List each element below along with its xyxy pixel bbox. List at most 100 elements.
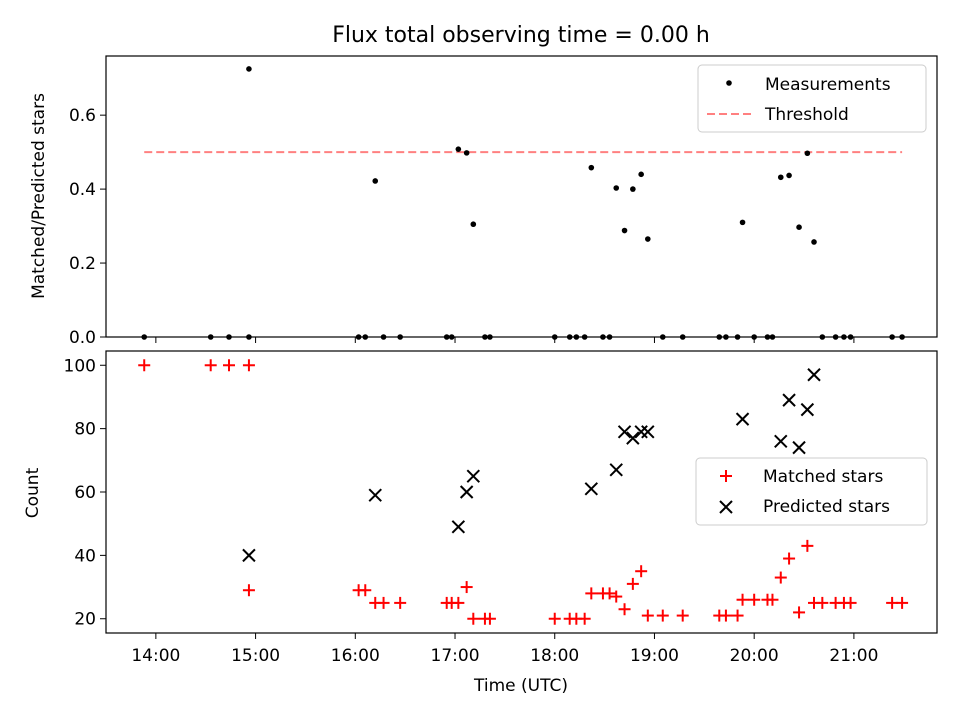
predicted-star-point bbox=[459, 485, 474, 499]
matched-star-point bbox=[603, 587, 616, 600]
predicted-star-point bbox=[735, 412, 750, 426]
matched-star-point bbox=[222, 359, 235, 372]
matched-star-point bbox=[585, 587, 598, 600]
predicted-star-point bbox=[641, 425, 655, 439]
measurement-point bbox=[638, 171, 644, 178]
measurement-point bbox=[777, 174, 784, 181]
predicted-star-point bbox=[792, 440, 806, 455]
legend-x-marker bbox=[719, 500, 733, 514]
predicted-star-point bbox=[626, 431, 640, 445]
matched-star-point bbox=[748, 593, 761, 606]
predicted-star-point bbox=[800, 402, 815, 417]
matched-star-point bbox=[204, 359, 217, 372]
x-tick-label: 20:00 bbox=[730, 646, 779, 666]
matched-star-point bbox=[618, 603, 631, 616]
top-y-tick-label: 0.0 bbox=[69, 328, 96, 348]
measurement-point bbox=[804, 150, 811, 157]
predicted-star-point bbox=[242, 548, 256, 563]
matched-star-point bbox=[548, 612, 561, 625]
x-tick-label: 14:00 bbox=[131, 646, 180, 666]
matched-star-point bbox=[359, 584, 372, 597]
matched-star-point bbox=[641, 609, 654, 622]
matched-star-point bbox=[242, 584, 255, 597]
legend-label-predicted-stars: Predicted stars bbox=[763, 497, 890, 517]
bottom-y-tick-label: 20 bbox=[74, 610, 96, 630]
measurement-point bbox=[811, 239, 817, 245]
measurement-point bbox=[470, 221, 477, 228]
measurement-point bbox=[588, 164, 595, 171]
x-tick-label: 15:00 bbox=[231, 646, 280, 666]
top-y-tick-label: 0.6 bbox=[69, 106, 96, 126]
bottom-panel: 20 40 60 80 100 14:00 15:00 16:00 17:00 18:00 19:… bbox=[23, 350, 938, 696]
top-y-axis-label: Matched/Predicted stars bbox=[29, 93, 49, 299]
bottom-y-axis-label: Count bbox=[23, 467, 43, 518]
matched-star-point bbox=[467, 612, 480, 625]
x-tick-label: 18:00 bbox=[530, 646, 579, 666]
top-panel: 0.0 0.2 0.4 0.6 Matched/Predicted stars Mea… bbox=[29, 55, 938, 348]
bottom-y-tick-label: 40 bbox=[74, 546, 96, 566]
x-tick-label: 16:00 bbox=[331, 646, 380, 666]
bottom-y-tick-label: 60 bbox=[74, 483, 96, 503]
legend-plus-marker bbox=[720, 470, 732, 482]
matched-star-point bbox=[801, 539, 814, 552]
top-y-tick-label: 0.2 bbox=[69, 254, 96, 274]
measurement-point bbox=[613, 185, 620, 191]
matched-star-point bbox=[610, 590, 623, 603]
predicted-star-point bbox=[609, 463, 623, 477]
measurement-point bbox=[739, 219, 746, 226]
top-axes-frame bbox=[105, 55, 938, 338]
measurement-point bbox=[630, 186, 636, 192]
bottom-y-tick-label: 80 bbox=[74, 420, 96, 440]
top-legend: Measurements Threshold bbox=[697, 64, 927, 133]
matched-star-point bbox=[394, 596, 407, 609]
matched-star-point bbox=[452, 596, 465, 609]
bottom-y-tick-label: 100 bbox=[64, 356, 96, 376]
predicted-star-point bbox=[782, 393, 796, 407]
measurement-point bbox=[796, 224, 802, 230]
bottom-legend: Matched stars Predicted stars bbox=[695, 457, 928, 526]
matched-star-point bbox=[242, 359, 255, 372]
x-tick-label: 21:00 bbox=[829, 646, 878, 666]
matched-star-point bbox=[377, 596, 390, 609]
predicted-star-point bbox=[774, 434, 788, 449]
x-tick-label: 19:00 bbox=[630, 646, 679, 666]
legend-label-threshold: Threshold bbox=[764, 105, 849, 125]
predicted-star-point bbox=[617, 425, 632, 439]
matched-star-point bbox=[793, 606, 806, 619]
measurement-point bbox=[645, 236, 651, 242]
matched-star-point bbox=[783, 552, 796, 565]
matched-star-point bbox=[483, 612, 496, 625]
legend-label-matched-stars: Matched stars bbox=[763, 467, 883, 487]
matched-star-point bbox=[816, 596, 829, 609]
matched-star-point bbox=[656, 609, 669, 622]
legend-dot-marker bbox=[726, 80, 732, 86]
matched-star-point bbox=[626, 577, 639, 590]
measurement-point bbox=[372, 178, 379, 184]
predicted-star-point bbox=[368, 488, 382, 502]
measurement-point bbox=[463, 150, 470, 156]
matched-star-point bbox=[896, 596, 909, 609]
legend-label-measurements: Measurements bbox=[765, 75, 891, 95]
matched-star-point bbox=[460, 581, 473, 594]
measurement-point bbox=[786, 172, 792, 179]
matched-star-point bbox=[676, 609, 689, 622]
top-y-tick-label: 0.4 bbox=[69, 180, 96, 200]
predicted-star-point bbox=[807, 368, 821, 382]
matched-star-point bbox=[731, 609, 744, 622]
matched-star-point bbox=[138, 359, 151, 372]
matched-star-point bbox=[844, 596, 857, 609]
measurement-point bbox=[246, 66, 252, 72]
measurement-point bbox=[455, 146, 462, 152]
x-tick-label: 17:00 bbox=[431, 646, 480, 666]
matched-star-point bbox=[766, 593, 779, 606]
predicted-star-point bbox=[584, 482, 599, 496]
matched-star-point bbox=[736, 593, 749, 606]
matched-star-point bbox=[774, 571, 787, 584]
predicted-star-point bbox=[451, 520, 466, 534]
matched-star-point bbox=[578, 612, 591, 625]
chart-title: Flux total observing time = 0.00 h bbox=[332, 23, 710, 48]
predicted-star-point bbox=[466, 469, 481, 483]
x-axis-label: Time (UTC) bbox=[473, 676, 568, 696]
measurement-point bbox=[621, 227, 628, 234]
